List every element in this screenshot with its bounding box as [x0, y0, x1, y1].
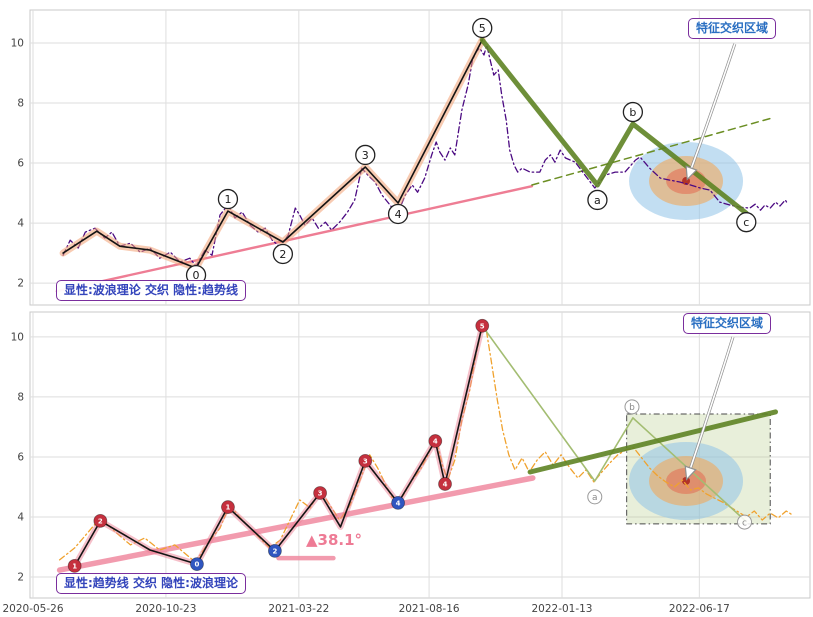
subwave-marker-label: 1 [226, 504, 231, 512]
y-tick-label: 6 [17, 158, 24, 170]
subwave-marker [428, 434, 443, 448]
subwave-marker [358, 453, 373, 468]
wave-point-circle [736, 212, 757, 233]
top-chart: 2 4 6 8 10 0 1 2 3 4 5 a b c [11, 9, 811, 306]
wave-point-circle [587, 189, 608, 211]
wave-point-label: b [629, 403, 635, 413]
subwave-marker-label: 3 [318, 489, 323, 497]
wave-point-label: a [592, 493, 598, 503]
subwave-marker-label: 2 [98, 517, 103, 525]
subwave-marker-label: 0 [194, 561, 199, 569]
wave-point-circle [622, 101, 644, 123]
y-tick-label: 4 [17, 511, 24, 523]
wave-point-label: 4 [395, 208, 402, 221]
wave-point-circle [355, 144, 376, 166]
subwave-marker [313, 486, 327, 500]
bottom-mode-label: 显性:趋势线 交织 隐性:波浪理论 [56, 573, 246, 594]
wave-point-circle [387, 203, 409, 225]
wave-point-circle [587, 489, 603, 505]
subwave-marker [221, 500, 235, 514]
y-tick-label: 8 [17, 98, 24, 110]
wave-point-label: 3 [362, 149, 369, 162]
subwave-marker-label: 3 [363, 457, 368, 465]
subwave-marker-label: 1 [72, 562, 77, 570]
wave-point-circle [624, 399, 640, 415]
top-mode-label: 显性:波浪理论 交织 隐性:趋势线 [56, 280, 246, 301]
y-tick-label: 2 [17, 278, 24, 290]
x-tick-label: 2020-05-26 [2, 603, 63, 615]
wave-point-circle [472, 17, 493, 39]
trend-angle-label: ▲38.1° [306, 531, 363, 549]
subwave-marker-label: 4 [433, 438, 438, 446]
bottom-trend-line-green-thick [527, 409, 778, 475]
subwave-marker-label: 2 [272, 547, 277, 555]
wave-point-circle [272, 243, 294, 265]
subwave-marker [268, 543, 282, 558]
wave-point-label: 0 [193, 269, 200, 282]
x-tick-label: 2022-06-17 [669, 603, 730, 615]
bottom-feature-region-label: 特征交织区域 [683, 313, 772, 334]
annotation-arrow-head [685, 165, 698, 181]
x-tick-label: 2020-10-23 [135, 603, 196, 615]
subwave-marker [190, 557, 204, 571]
subwave-marker [93, 513, 108, 528]
wave-point-label: c [742, 518, 747, 528]
subwave-marker [475, 318, 490, 333]
x-tick-label: 2021-08-16 [399, 603, 460, 615]
subwave-marker [438, 477, 452, 491]
y-tick-label: 2 [17, 571, 24, 583]
y-tick-label: 4 [17, 218, 24, 230]
wave-point-circle [217, 188, 239, 210]
wave-point-label: 5 [479, 22, 486, 35]
wave-point-label: c [743, 216, 749, 229]
y-tick-label: 10 [11, 331, 24, 343]
subwave-marker-label: 4 [396, 499, 401, 507]
wave-point-label: b [629, 106, 636, 119]
subwave-marker-label: 4 [443, 480, 448, 488]
subwave-marker-label: 5 [480, 322, 485, 330]
y-tick-label: 6 [17, 451, 24, 463]
y-tick-label: 10 [11, 38, 24, 50]
wave-point-label: 1 [224, 193, 231, 206]
wave-point-circle [737, 514, 753, 530]
wave-point-label: a [594, 194, 601, 207]
top-feature-region-label: 特征交织区域 [688, 18, 777, 39]
x-tick-label: 2021-03-22 [268, 603, 329, 615]
top-trend-line-green-dashed [531, 117, 773, 186]
top-trend-line-pink [55, 184, 534, 293]
subwave-marker [67, 558, 82, 573]
annotation-arrow-head [684, 465, 697, 481]
y-tick-label: 8 [17, 391, 24, 403]
wave-point-label: 2 [279, 248, 286, 261]
top-elliott-wave-line [62, 39, 484, 269]
x-tick-label: 2022-01-13 [531, 603, 592, 615]
subwave-marker [391, 495, 405, 510]
